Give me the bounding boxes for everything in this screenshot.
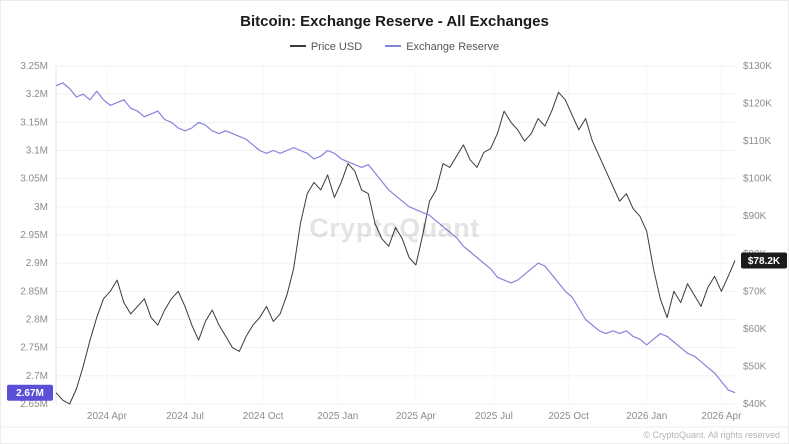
chart-title: Bitcoin: Exchange Reserve - All Exchange…	[240, 13, 549, 30]
right-axis-tick: $130K	[743, 61, 772, 72]
left-axis-tick: 3.15M	[20, 117, 48, 128]
price-last-badge	[741, 252, 787, 269]
right-axis-tick: $120K	[743, 99, 772, 110]
x-axis-tick: 2024 Oct	[243, 411, 284, 422]
reserve-line-swatch	[385, 45, 402, 48]
right-axis-tick: $100K	[743, 174, 772, 185]
left-axis-tick: 2.95M	[20, 230, 48, 241]
right-axis-tick: $70K	[743, 286, 767, 297]
x-axis-tick: 2025 Jan	[317, 411, 358, 422]
price-last-badge-label: $78.2K	[748, 256, 781, 267]
right-axis-tick: $90K	[743, 211, 767, 222]
left-axis-tick: 3.25M	[20, 61, 48, 72]
x-axis-tick: 2025 Jul	[475, 411, 513, 422]
legend-label-exchange-reserve: Exchange Reserve	[406, 41, 500, 53]
right-axis-tick: $40K	[743, 399, 767, 410]
x-axis-tick: 2026 Jan	[626, 411, 667, 422]
legend: Price USD Exchange Reserve	[1, 41, 788, 53]
right-axis-tick: $60K	[743, 324, 767, 335]
price-line	[55, 91, 736, 405]
x-axis-tick: 2026 Apr	[701, 411, 742, 422]
left-axis-tick: 2.7M	[26, 371, 48, 382]
left-axis-tick: 2.85M	[20, 286, 48, 297]
reserve-last-badge	[7, 384, 53, 401]
left-axis-tick: 3.1M	[26, 146, 48, 157]
reserve-line	[55, 82, 736, 394]
left-axis-tick: 2.75M	[20, 343, 48, 354]
x-axis-tick: 2025 Oct	[548, 411, 589, 422]
legend-item-price-usd[interactable]: Price USD	[289, 41, 363, 53]
left-axis-tick: 3M	[34, 202, 48, 213]
left-axis-tick: 3.2M	[26, 89, 48, 100]
left-axis-tick: 3.05M	[20, 174, 48, 185]
price-line-swatch	[289, 45, 306, 48]
legend-item-exchange-reserve[interactable]: Exchange Reserve	[385, 41, 499, 53]
x-axis-tick: 2024 Apr	[87, 411, 128, 422]
right-axis-tick: $110K	[743, 136, 772, 147]
left-axis-tick: 2.8M	[26, 315, 48, 326]
copyright: © CryptoQuant. All rights reserved	[643, 430, 780, 440]
x-axis-tick: 2025 Apr	[396, 411, 437, 422]
legend-label-price-usd: Price USD	[310, 41, 363, 53]
left-axis-tick: 2.9M	[26, 258, 48, 269]
reserve-last-badge-label: 2.67M	[16, 388, 44, 399]
right-axis-tick: $50K	[743, 361, 767, 372]
left-axis-tick: 2.65M	[20, 399, 48, 410]
x-axis-tick: 2024 Jul	[166, 411, 204, 422]
